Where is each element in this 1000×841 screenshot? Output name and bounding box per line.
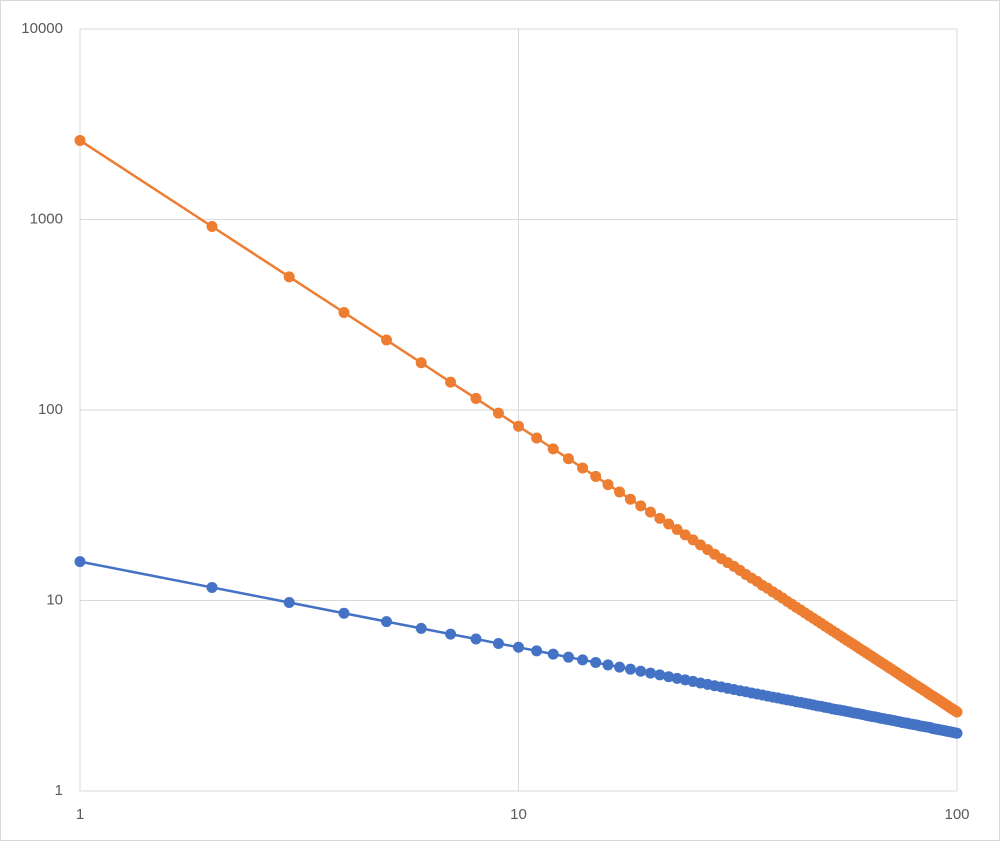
- data-point: [614, 486, 626, 498]
- x-tick-label: 10: [510, 806, 527, 823]
- data-point: [577, 462, 589, 474]
- data-point: [513, 641, 524, 653]
- x-tick-label: 1: [76, 806, 84, 823]
- data-point: [206, 581, 218, 593]
- data-point: [283, 597, 295, 609]
- data-point: [380, 334, 392, 346]
- data-point: [654, 512, 666, 524]
- data-point: [614, 661, 626, 673]
- data-point: [74, 134, 86, 146]
- y-tick-label: 1000: [30, 210, 63, 227]
- data-point: [547, 648, 559, 660]
- y-tick-label: 10: [46, 591, 63, 608]
- data-point: [951, 706, 963, 718]
- data-point: [338, 306, 350, 318]
- data-point: [635, 500, 647, 512]
- data-point: [492, 637, 504, 649]
- data-point: [624, 663, 636, 675]
- data-point: [206, 220, 218, 232]
- x-tick-label: 100: [944, 806, 969, 823]
- data-point: [679, 529, 691, 541]
- data-point: [645, 506, 657, 518]
- data-point: [380, 616, 392, 628]
- data-point: [562, 651, 574, 663]
- data-point: [654, 669, 666, 681]
- data-point: [470, 392, 482, 404]
- data-point: [415, 622, 427, 634]
- data-point: [445, 376, 457, 388]
- data-point: [663, 518, 675, 530]
- data-point: [602, 659, 614, 671]
- y-tick-label: 100: [38, 401, 63, 418]
- data-point: [547, 443, 559, 455]
- data-point: [577, 654, 589, 666]
- data-point: [590, 470, 602, 482]
- data-point: [74, 556, 86, 568]
- data-point: [470, 633, 482, 645]
- data-point: [663, 671, 675, 683]
- data-point: [531, 645, 543, 657]
- data-point: [415, 357, 427, 369]
- data-point: [531, 432, 543, 444]
- data-point: [602, 479, 614, 491]
- data-point: [624, 493, 636, 505]
- data-point: [445, 628, 457, 640]
- y-tick-label: 10000: [21, 20, 63, 37]
- data-point: [951, 727, 963, 739]
- data-point: [590, 656, 602, 668]
- data-point: [671, 523, 683, 535]
- data-point: [492, 407, 504, 419]
- data-point: [635, 665, 647, 677]
- data-point: [645, 667, 657, 679]
- data-point: [338, 607, 350, 619]
- data-point: [513, 420, 524, 432]
- data-point: [562, 453, 574, 465]
- y-tick-label: 1: [55, 782, 63, 799]
- data-point: [283, 271, 295, 283]
